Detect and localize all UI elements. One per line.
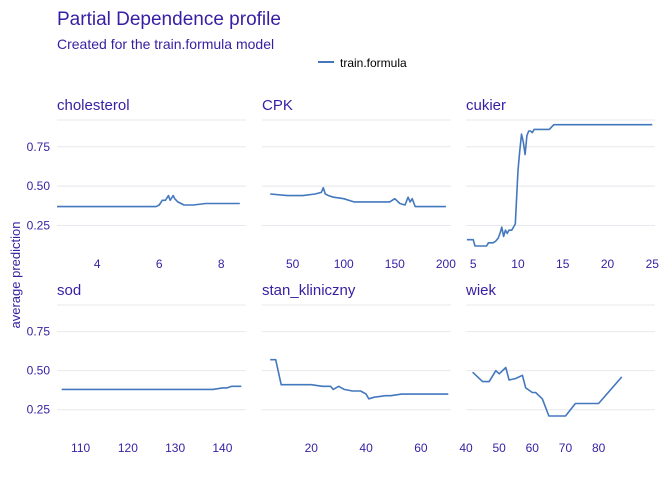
- x-tick-label: 200: [436, 257, 456, 271]
- x-tick-label: 70: [559, 441, 573, 455]
- x-tick-label: 40: [359, 441, 373, 455]
- series-line-train-formula: [466, 123, 653, 247]
- panel-cpk: CPK 50 100 150 200: [262, 97, 456, 271]
- panel-stan-kliniczny: stan_kliniczny 20 40 60: [262, 282, 451, 455]
- series-line-train-formula: [57, 194, 240, 208]
- y-tick-label: 0.50: [27, 179, 51, 193]
- series-line-train-formula: [270, 186, 446, 208]
- x-tick-label: 25: [646, 257, 660, 271]
- panel-title: sod: [57, 282, 81, 299]
- y-tick-label: 0.75: [27, 140, 51, 154]
- x-tick-label: 50: [286, 257, 300, 271]
- chart-subtitle: Created for the train.formula model: [57, 36, 274, 52]
- x-tick-label: 130: [165, 441, 185, 455]
- x-tick-label: 5: [470, 257, 477, 271]
- series-line-train-formula: [270, 358, 449, 400]
- panel-title: CPK: [262, 97, 293, 114]
- series-line-train-formula: [472, 366, 623, 417]
- panel-wiek: wiek 40 50 60 70 80: [459, 282, 655, 455]
- panel-title: cholesterol: [57, 97, 130, 114]
- x-tick-label: 100: [334, 257, 354, 271]
- x-tick-label: 6: [156, 257, 163, 271]
- panel-title: wiek: [465, 282, 497, 299]
- x-tick-label: 4: [94, 257, 101, 271]
- x-tick-label: 80: [592, 441, 606, 455]
- series-line-train-formula: [61, 385, 242, 391]
- legend: train.formula: [318, 56, 407, 70]
- x-tick-label: 40: [459, 441, 473, 455]
- panel-title: stan_kliniczny: [262, 282, 356, 299]
- x-tick-label: 10: [511, 257, 525, 271]
- y-axis-label: average prediction: [8, 222, 23, 329]
- x-tick-label: 20: [305, 441, 319, 455]
- panel-cukier: cukier 5 10 15 20 25: [466, 97, 659, 271]
- x-tick-label: 15: [556, 257, 570, 271]
- x-tick-label: 150: [385, 257, 405, 271]
- chart-title: Partial Dependence profile: [57, 9, 281, 30]
- panel-cholesterol: cholesterol 0.25 0.50 0.75 4 6 8: [27, 97, 246, 271]
- legend-label: train.formula: [340, 56, 407, 70]
- panel-title: cukier: [466, 97, 506, 114]
- y-tick-label: 0.25: [27, 219, 51, 233]
- x-tick-label: 60: [414, 441, 428, 455]
- x-tick-label: 120: [118, 441, 138, 455]
- x-tick-label: 8: [218, 257, 225, 271]
- x-tick-label: 50: [492, 441, 506, 455]
- y-tick-label: 0.75: [27, 325, 51, 339]
- x-tick-label: 140: [212, 441, 232, 455]
- x-tick-label: 60: [526, 441, 540, 455]
- x-tick-label: 20: [601, 257, 615, 271]
- panel-sod: sod 0.25 0.50 0.75 110 120 130 140: [27, 282, 246, 455]
- y-tick-label: 0.50: [27, 364, 51, 378]
- y-tick-label: 0.25: [27, 403, 51, 417]
- x-tick-label: 110: [71, 441, 90, 455]
